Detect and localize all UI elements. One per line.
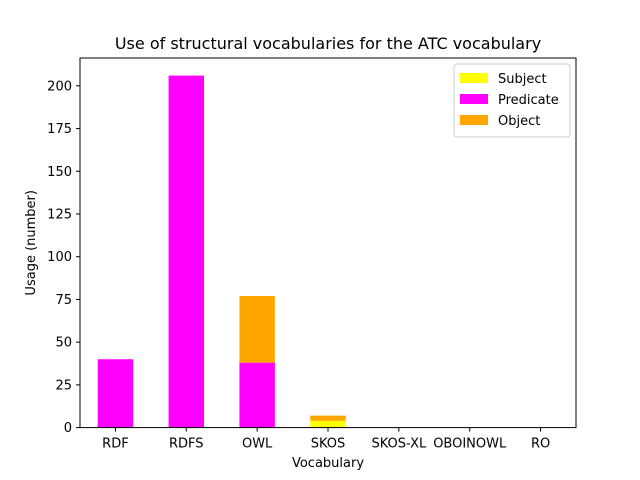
y-tick-label: 100 (47, 250, 72, 265)
y-axis-label: Usage (number) (24, 190, 39, 296)
chart-title: Use of structural vocabularies for the A… (115, 34, 541, 53)
x-tick-label-rdfs: RDFS (169, 437, 204, 452)
bar-subject-skos (310, 420, 346, 428)
bar-object-owl (239, 296, 275, 363)
y-axis: 0 25 50 75 100 125 150 175 200 (47, 79, 80, 436)
plot-frame (79, 57, 577, 429)
y-tick-label: 150 (47, 165, 72, 180)
bar-predicate-rdfs (168, 75, 204, 428)
x-tick-label-skos: SKOS (311, 437, 346, 452)
bar-predicate-owl (239, 362, 275, 428)
bar-predicate-rdf (97, 359, 134, 428)
x-tick-label-ro: RO (531, 437, 550, 452)
legend-label-subject: Subject (498, 72, 547, 87)
legend-swatch-subject (460, 73, 488, 83)
y-tick-label: 25 (55, 378, 72, 393)
y-tick-label: 0 (64, 421, 72, 436)
y-tick-label: 200 (47, 79, 72, 94)
legend: Subject Predicate Object (453, 63, 571, 138)
y-tick-label: 125 (47, 208, 72, 223)
y-tick-label: 75 (55, 293, 72, 308)
legend-label-object: Object (498, 114, 540, 129)
legend-swatch-object (460, 115, 488, 125)
bars (97, 75, 346, 428)
x-axis: RDF RDFS OWL SKOS SKOS-XL OBOINOWL RO (102, 427, 550, 452)
bar-object-skos (310, 415, 346, 421)
x-tick-label-oboinowl: OBOINOWL (433, 437, 507, 452)
x-tick-label-owl: OWL (242, 437, 273, 452)
y-tick-label: 175 (47, 122, 72, 137)
x-tick-label-rdf: RDF (102, 437, 129, 452)
legend-label-predicate: Predicate (498, 93, 559, 108)
y-tick-label: 50 (55, 336, 72, 351)
x-tick-label-skos-xl: SKOS-XL (371, 437, 426, 452)
legend-swatch-predicate (460, 94, 488, 104)
x-axis-label: Vocabulary (292, 456, 364, 471)
